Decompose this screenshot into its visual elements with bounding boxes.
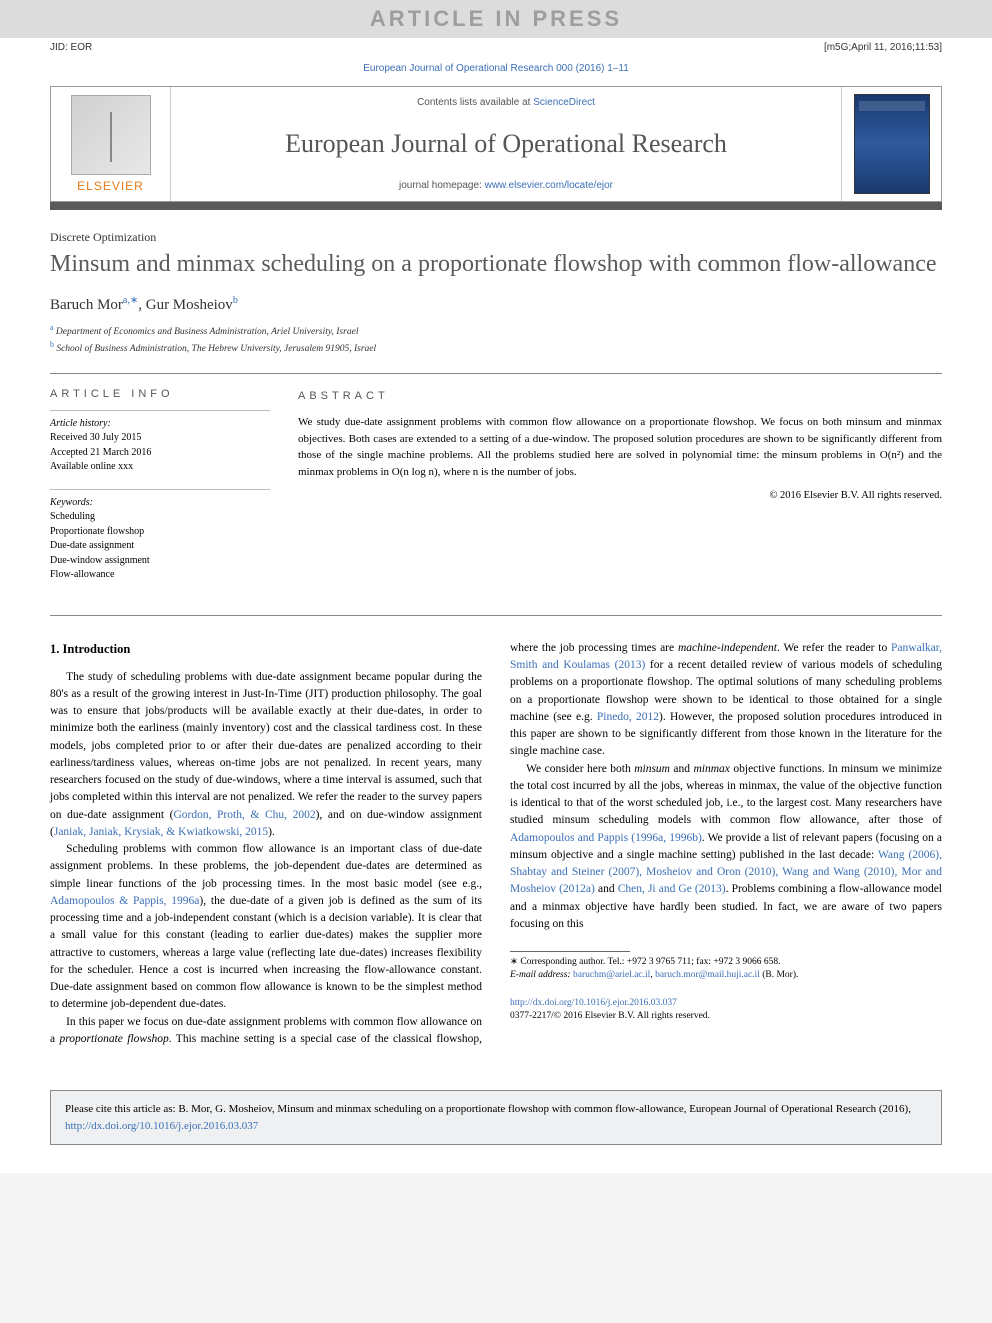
info-heading: article info (50, 388, 270, 400)
ref-gordon-2002[interactable]: Gordon, Proth, & Chu, 2002 (173, 809, 315, 821)
ref-pinedo-2012[interactable]: Pinedo, 2012 (597, 711, 659, 723)
author-sep: , (138, 297, 146, 313)
journal-reference: European Journal of Operational Research… (0, 55, 992, 86)
corresponding-author: ∗ Corresponding author. Tel.: +972 3 976… (510, 956, 942, 969)
abstract-text: We study due-date assignment problems wi… (298, 414, 942, 480)
footnotes: ∗ Corresponding author. Tel.: +972 3 976… (510, 956, 942, 983)
body-text: 1. Introduction The study of scheduling … (50, 640, 942, 1048)
issn-copyright: 0377-2217/© 2016 Elsevier B.V. All right… (510, 1010, 942, 1023)
page: ARTICLE IN PRESS JID: EOR [m5G;April 11,… (0, 0, 992, 1173)
history-block: Article history: Received 30 July 2015 A… (50, 410, 270, 475)
abstract: abstract We study due-date assignment pr… (298, 388, 942, 597)
cite-text: Please cite this article as: B. Mor, G. … (65, 1103, 911, 1115)
watermark-bar: ARTICLE IN PRESS (0, 0, 992, 38)
abstract-heading: abstract (298, 388, 942, 405)
contents-prefix: Contents lists available at (417, 97, 533, 108)
section-label: Discrete Optimization (50, 230, 942, 245)
article-title: Minsum and minmax scheduling on a propor… (50, 249, 942, 279)
online-date: Available online xxx (50, 460, 270, 475)
ref-chen-2013[interactable]: Chen, Ji and Ge (2013) (618, 883, 726, 895)
affiliations: a Department of Economics and Business A… (50, 322, 942, 357)
abstract-copyright: © 2016 Elsevier B.V. All rights reserved… (298, 488, 942, 504)
ref-janiak-2015[interactable]: Janiak, Janiak, Krysiak, & Kwiatkowski, … (54, 826, 268, 838)
info-abstract-row: article info Article history: Received 3… (50, 373, 942, 616)
journal-cover-icon (854, 94, 930, 194)
paragraph-4: We consider here both minsum and minmax … (510, 761, 942, 934)
em-proportionate: proportionate flowshop (59, 1033, 168, 1045)
affiliation-b: b School of Business Administration, The… (50, 339, 942, 356)
article-content: Discrete Optimization Minsum and minmax … (0, 210, 992, 1072)
aff-b-text: School of Business Administration, The H… (54, 345, 376, 355)
ref-adamopoulos-1996a[interactable]: Adamopoulos & Pappis, 1996a (50, 895, 199, 907)
publisher-name: ELSEVIER (77, 179, 144, 193)
aff-a-text: Department of Economics and Business Adm… (54, 327, 359, 337)
journal-name: European Journal of Operational Research (179, 129, 833, 159)
publisher-block: ELSEVIER (51, 87, 171, 201)
accepted-date: Accepted 21 March 2016 (50, 446, 270, 461)
history-label: Article history: (50, 417, 270, 432)
em-machine-independent: machine-independent (678, 642, 777, 654)
watermark-text: ARTICLE IN PRESS (370, 6, 622, 31)
em-minmax: minmax (694, 763, 730, 775)
cover-block (841, 87, 941, 201)
paragraph-2: Scheduling problems with common flow all… (50, 841, 482, 1014)
elsevier-tree-icon (71, 95, 151, 175)
jid-code: JID: EOR (50, 42, 92, 53)
homepage-prefix: journal homepage: (399, 180, 485, 191)
contents-line: Contents lists available at ScienceDirec… (179, 97, 833, 108)
article-info: article info Article history: Received 3… (50, 388, 270, 597)
masthead-rule (50, 202, 942, 210)
author-a-sup: a,∗ (123, 295, 138, 306)
masthead: ELSEVIER Contents lists available at Sci… (50, 86, 942, 202)
intro-heading: 1. Introduction (50, 640, 482, 659)
typeset-stamp: [m5G;April 11, 2016;11:53] (824, 42, 942, 53)
footnote-rule (510, 951, 630, 952)
homepage-line: journal homepage: www.elsevier.com/locat… (179, 180, 833, 191)
author-a: Baruch Mor (50, 297, 123, 313)
keyword-1: Scheduling (50, 510, 270, 525)
doi-link[interactable]: http://dx.doi.org/10.1016/j.ejor.2016.03… (510, 998, 677, 1008)
homepage-link[interactable]: www.elsevier.com/locate/ejor (485, 180, 613, 191)
authors: Baruch Mora,∗, Gur Mosheiovb (50, 295, 942, 314)
ref-adamopoulos-1996ab[interactable]: Adamopoulos and Pappis (1996a, 1996b) (510, 832, 702, 844)
email-label: E-mail address: (510, 970, 573, 980)
keywords-label: Keywords: (50, 496, 270, 511)
keyword-3: Due-date assignment (50, 539, 270, 554)
author-b-sup: b (233, 295, 238, 306)
paragraph-1: The study of scheduling problems with du… (50, 669, 482, 842)
doi-block: http://dx.doi.org/10.1016/j.ejor.2016.03… (510, 997, 942, 1024)
em-minsum: minsum (634, 763, 670, 775)
cite-doi-link[interactable]: http://dx.doi.org/10.1016/j.ejor.2016.03… (65, 1120, 258, 1132)
keyword-2: Proportionate flowshop (50, 525, 270, 540)
sciencedirect-link[interactable]: ScienceDirect (533, 97, 595, 108)
email-2[interactable]: baruch.mor@mail.huji.ac.il (655, 970, 760, 980)
header-meta-line: JID: EOR [m5G;April 11, 2016;11:53] (0, 38, 992, 55)
keywords-block: Keywords: Scheduling Proportionate flows… (50, 489, 270, 583)
keyword-4: Due-window assignment (50, 554, 270, 569)
email-1[interactable]: baruchm@ariel.ac.il (573, 970, 650, 980)
email-line: E-mail address: baruchm@ariel.ac.il, bar… (510, 969, 942, 982)
affiliation-a: a Department of Economics and Business A… (50, 322, 942, 339)
cite-box: Please cite this article as: B. Mor, G. … (50, 1090, 942, 1145)
author-b: Gur Mosheiov (146, 297, 233, 313)
masthead-center: Contents lists available at ScienceDirec… (171, 87, 841, 201)
keyword-5: Flow-allowance (50, 568, 270, 583)
received-date: Received 30 July 2015 (50, 431, 270, 446)
